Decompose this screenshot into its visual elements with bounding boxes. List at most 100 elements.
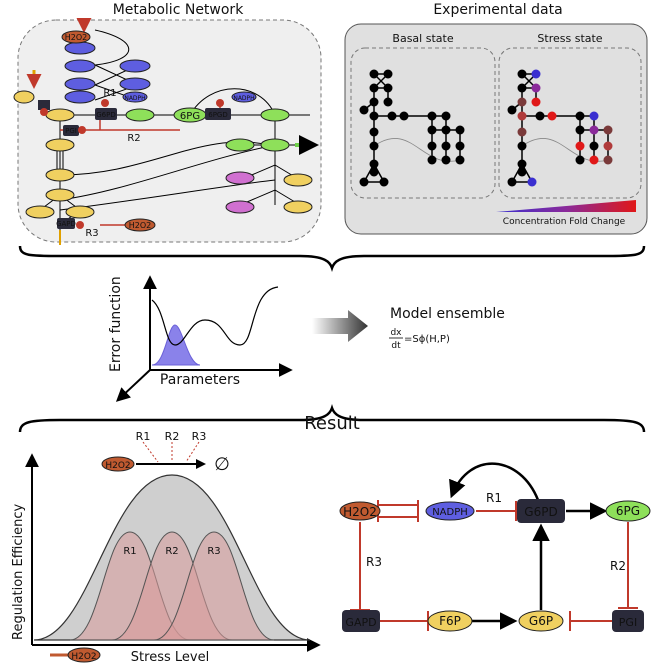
stress-h2o2-label: H2O2: [71, 652, 96, 662]
empty-set-symbol: ∅: [214, 454, 230, 475]
r3-top-label: R3: [192, 430, 207, 443]
stress-net-node: [531, 97, 541, 107]
network-r2-label: R2: [127, 133, 140, 144]
basal-net-node: [427, 141, 437, 151]
error-curve: [151, 286, 279, 346]
stress-net-node: [517, 111, 527, 121]
basal-net-node: [383, 69, 393, 79]
model-ensemble-label: Model ensemble: [390, 306, 505, 322]
stress-net-node: [517, 167, 527, 177]
stress-net-node: [589, 141, 599, 151]
r1-top-label: R1: [136, 430, 151, 443]
network-nadph-label: NADPH: [124, 95, 145, 102]
top-brace: [18, 245, 646, 272]
stress-net-node: [589, 155, 599, 165]
basal-net-node: [387, 111, 397, 121]
experimental-data-panel: [344, 23, 648, 235]
basal-net-node: [455, 155, 465, 165]
basal-net-node: [427, 111, 437, 121]
regulation-efficiency-plot: [25, 453, 321, 652]
g6pd-nadph-arc: [449, 462, 540, 501]
network-g6pd-label: G6PD: [96, 111, 116, 119]
stress-net-node: [603, 141, 613, 151]
pathway-pgi-node: [612, 610, 644, 632]
stress-net-node: [589, 111, 599, 121]
pathway-g6pd-label: G6PD: [524, 505, 557, 519]
error-function-plot: [115, 275, 293, 402]
pathway-g6p-label: G6P: [529, 614, 553, 628]
pathway-h2o2-node: [339, 501, 381, 521]
stress-net-node: [547, 111, 557, 121]
error-function-axis-label: Error function: [108, 276, 124, 372]
network-r1-label: R1: [103, 88, 116, 99]
result-brace: [18, 404, 646, 433]
fold-change-colorbar: [496, 200, 636, 212]
r1-regulation-link: [142, 441, 159, 463]
stress-level-axis-label: Stress Level: [131, 650, 209, 664]
pathway-g6pd-node: [517, 499, 565, 523]
basal-net-node: [359, 105, 369, 115]
metabolic-network-title: Metabolic Network: [113, 2, 244, 18]
network-gapd-label: GAPD: [56, 220, 76, 228]
pathway-gapd-node: [342, 610, 380, 632]
parameters-axis-label: Parameters: [160, 372, 240, 388]
regulation-efficiency-axis-label: Regulation Efficiency: [11, 504, 26, 640]
pathway-r2-label: R2: [610, 559, 626, 573]
basal-net-node: [369, 69, 379, 79]
pathway-r3-label: R3: [366, 555, 382, 569]
metabolic-network-diagram: [13, 18, 319, 245]
basal-net-node: [369, 83, 379, 93]
stress-net-node: [575, 155, 585, 165]
basal-state-label: Basal state: [392, 32, 453, 45]
basal-net-node: [379, 177, 389, 187]
pathway-pgi-label: PGI: [619, 616, 637, 629]
equation-rhs: =Sϕ(H,P): [404, 334, 450, 345]
basal-net-node: [369, 167, 379, 177]
basal-net-node: [441, 141, 451, 151]
r2-curve-label: R2: [165, 546, 178, 557]
network-nadph2-label: NADPH: [233, 95, 254, 102]
basal-net-node: [427, 125, 437, 135]
r3-curve-label: R3: [207, 546, 220, 557]
pathway-r1-label: R1: [486, 491, 502, 505]
stress-net-node: [507, 177, 517, 187]
basal-state-network: [359, 69, 465, 187]
colorbar-label: Concentration Fold Change: [503, 217, 626, 227]
stress-net-node: [575, 125, 585, 135]
basal-net-node: [383, 97, 393, 107]
stress-net-node: [517, 141, 527, 151]
basal-net-node: [383, 83, 393, 93]
experimental-data-title: Experimental data: [433, 2, 562, 18]
pathway-h2o2-label: H2O2: [343, 505, 377, 519]
stress-state-box: [498, 47, 642, 199]
result-h2o2-node: [101, 456, 135, 472]
r3-curve: [153, 531, 275, 641]
network-6pgd-label: 6PGD: [208, 111, 228, 119]
pathway-6pg-node: [605, 500, 651, 522]
basal-net-node: [441, 111, 451, 121]
stress-net-node: [531, 69, 541, 79]
basal-net-node: [441, 155, 451, 165]
metabolic-network-panel: [17, 19, 322, 243]
stress-h2o2-node: [67, 647, 101, 663]
result-title: Result: [304, 413, 360, 434]
network-pgi-label: PGI: [65, 127, 77, 135]
basal-net-node: [369, 97, 379, 107]
equation-dx: dx: [390, 328, 402, 338]
pathway-diagram: [339, 462, 651, 632]
stress-net-node: [603, 155, 613, 165]
basal-net-node: [369, 111, 379, 121]
network-h2o2-label: H2O2: [65, 33, 88, 42]
basal-net-node: [441, 125, 451, 135]
network-6pg-label: 6PG: [180, 111, 200, 122]
r3-regulation-link: [185, 441, 200, 463]
pathway-6pg-label: 6PG: [616, 504, 640, 518]
equation-dt: dt: [391, 341, 401, 351]
stress-net-node: [535, 111, 545, 121]
stress-net-node: [603, 125, 613, 135]
pathway-gapd-label: GAPD: [345, 616, 376, 629]
stress-net-node: [527, 177, 537, 187]
r2-top-label: R2: [165, 430, 180, 443]
stress-state-label: Stress state: [537, 32, 602, 45]
